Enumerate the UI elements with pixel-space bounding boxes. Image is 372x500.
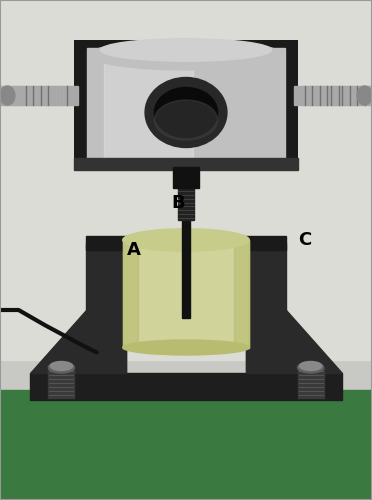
Bar (173, 168, 199, 188)
Bar (104, 50, 193, 160)
Ellipse shape (48, 362, 74, 373)
Ellipse shape (0, 86, 15, 105)
Ellipse shape (100, 39, 272, 61)
Bar (123, 240, 249, 348)
Bar (86, 236, 286, 250)
Bar (48, 368, 74, 398)
Polygon shape (30, 310, 126, 372)
Bar (234, 240, 249, 348)
Polygon shape (246, 310, 342, 372)
Ellipse shape (123, 229, 249, 251)
Bar (0, 0, 372, 360)
Ellipse shape (50, 362, 73, 370)
Bar (0, 86, 78, 105)
Bar (294, 86, 372, 105)
Bar (30, 372, 342, 400)
Bar (182, 208, 190, 318)
Ellipse shape (299, 362, 322, 370)
Bar (86, 242, 126, 372)
Ellipse shape (145, 78, 227, 148)
Bar (0, 390, 372, 500)
Ellipse shape (89, 40, 283, 70)
Ellipse shape (123, 340, 249, 355)
Text: C: C (298, 231, 312, 249)
Bar (123, 240, 138, 348)
Bar (74, 40, 298, 170)
Bar (178, 185, 194, 220)
Bar (74, 158, 298, 170)
Bar (246, 242, 286, 372)
Ellipse shape (154, 100, 218, 140)
Text: A: A (127, 241, 141, 259)
Bar (87, 48, 285, 162)
Text: B: B (172, 194, 185, 212)
Bar (298, 368, 324, 398)
Ellipse shape (154, 88, 218, 138)
Ellipse shape (357, 86, 372, 105)
Ellipse shape (298, 362, 324, 373)
